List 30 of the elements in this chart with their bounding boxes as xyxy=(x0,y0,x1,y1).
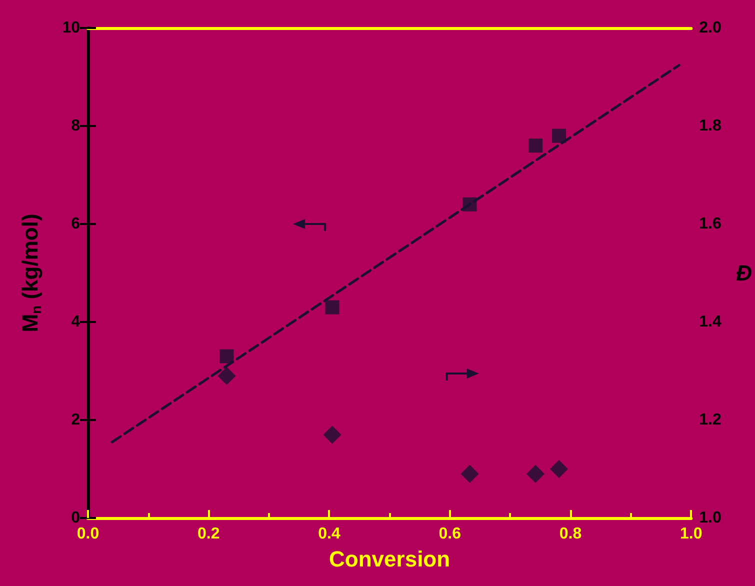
y2-tick-label: 1.0 xyxy=(699,510,722,526)
x-tick-label: 0.2 xyxy=(197,526,220,542)
y-tick-label: 0 xyxy=(71,510,80,526)
y2-tick-label: 1.2 xyxy=(699,412,722,428)
point xyxy=(460,464,479,483)
y2-tick-label: 2.0 xyxy=(699,20,722,36)
point xyxy=(550,460,568,478)
x-tick-label: 0.0 xyxy=(76,526,100,542)
point xyxy=(528,138,543,153)
x-tick-label: 1.0 xyxy=(680,526,702,542)
y-tick-label: 10 xyxy=(62,20,80,36)
y2-tick-label: 1.6 xyxy=(699,216,722,232)
y-tick-label: 6 xyxy=(71,216,80,232)
y-tick-label: 2 xyxy=(71,412,80,428)
point xyxy=(526,464,545,483)
x-tick-label: 0.4 xyxy=(318,526,340,542)
y2-tick-label: 1.4 xyxy=(699,314,722,330)
y2-tick-label: 1.8 xyxy=(699,118,722,134)
y2-axis-title: Đ xyxy=(736,260,752,286)
y-axis-title: Mn (kg/mol) xyxy=(18,214,44,332)
point xyxy=(218,366,236,385)
y-tick-label: 4 xyxy=(71,314,80,330)
x-tick-label: 0.8 xyxy=(559,526,582,542)
y-tick-label: 8 xyxy=(71,118,80,134)
point xyxy=(552,128,566,143)
x-axis-title: Conversion xyxy=(329,546,450,572)
x-tick-label: 0.6 xyxy=(438,526,462,542)
point xyxy=(220,349,234,364)
point xyxy=(325,300,340,314)
point xyxy=(323,426,342,444)
